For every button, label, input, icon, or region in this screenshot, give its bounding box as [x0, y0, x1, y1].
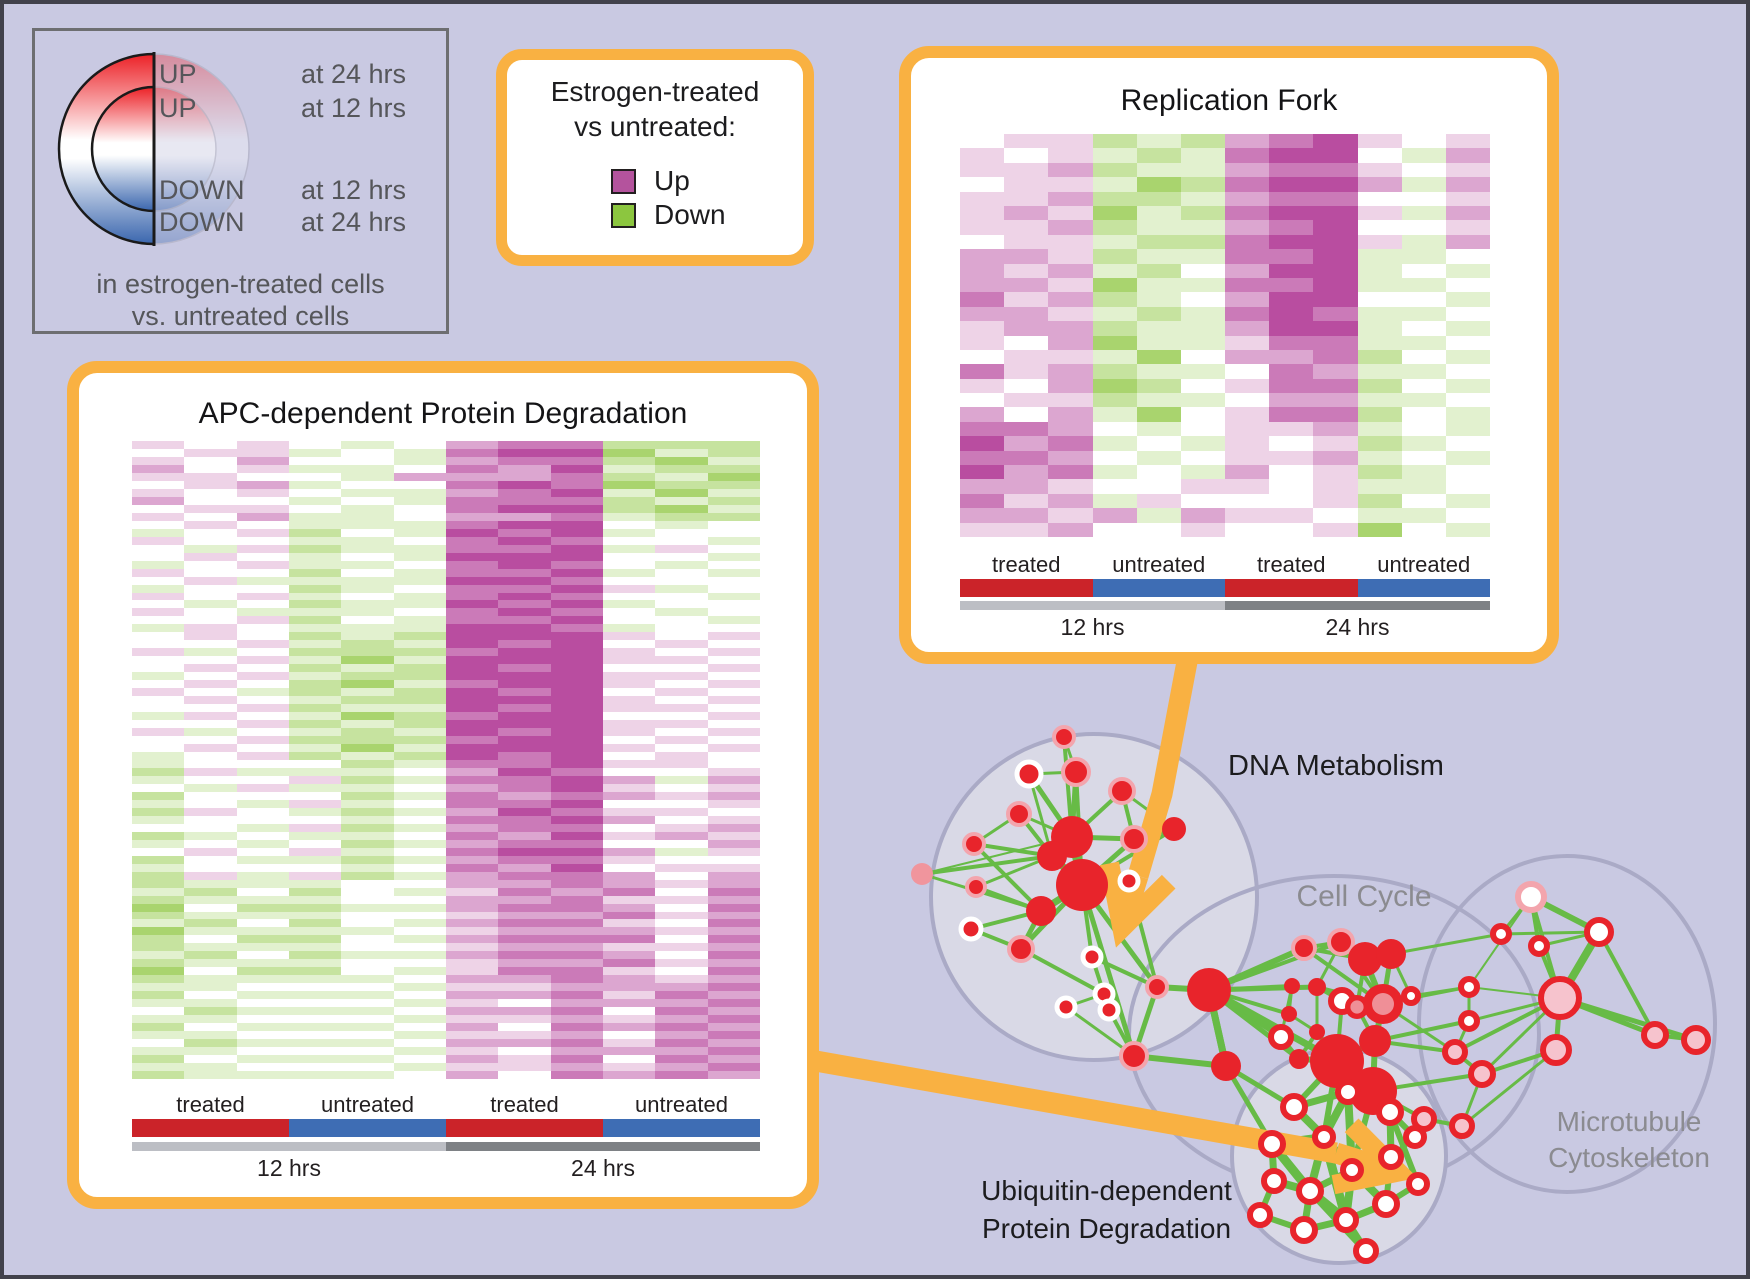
apc-treatment-bar [132, 1119, 760, 1137]
up-down-legend-title-line2: vs untreated: [574, 111, 736, 142]
label-cell-cycle: Cell Cycle [1296, 880, 1432, 913]
up-swatch [611, 168, 636, 194]
label-microtubule-cytoskeleton: Microtubule Cytoskeleton [1514, 1104, 1744, 1176]
legend-down-12-dir: DOWN [159, 175, 245, 205]
legend-up-12-dir: UP [159, 93, 197, 123]
legend-down-24-time: at 24 hrs [300, 207, 406, 237]
ring-gradient-icon [57, 52, 250, 246]
legend-up-12-time: at 12 hrs [300, 93, 406, 123]
legend-caption-line1: in estrogen-treated cells [96, 269, 385, 299]
replication-fork-title: Replication Fork [1120, 84, 1338, 117]
down-label: Down [654, 199, 726, 230]
rf-time-labels: 12 hrs 24 hrs [1060, 614, 1390, 640]
label-dna-metabolism: DNA Metabolism [1228, 750, 1444, 782]
down-swatch [611, 202, 636, 228]
up-label: Up [654, 165, 690, 196]
rf-treatment-bar [960, 579, 1490, 597]
legend-down-24-dir: DOWN [159, 207, 245, 237]
up-down-legend-title: Estrogen-treated vs untreated: [507, 74, 803, 144]
legend-down-12-time: at 12 hrs [300, 175, 406, 205]
label-microtubule-line2: Cytoskeleton [1548, 1142, 1710, 1173]
up-down-legend-title-line1: Estrogen-treated [550, 76, 760, 107]
rf-group-labels: treated untreated treated untreated [992, 552, 1471, 577]
apc-time-labels: 12 hrs 24 hrs [257, 1155, 635, 1181]
apc-degradation-heatmap [132, 441, 760, 1079]
legend-up-row: Up [611, 165, 690, 196]
legend-caption-line2: vs. untreated cells [131, 301, 350, 331]
label-ubiquitin-line2: Protein Degradation [981, 1213, 1232, 1244]
replication-fork-panel: Replication Fork treated untreated treated… [899, 46, 1559, 664]
rf-time-bar [960, 601, 1490, 610]
apc-time-bar [132, 1142, 760, 1151]
ring-color-legend: UP at 24 hrs UP at 12 hrs DOWN at 12 hrs… [32, 28, 449, 334]
replication-fork-heatmap [960, 134, 1490, 537]
legend-up-24-time: at 24 hrs [300, 59, 406, 89]
label-microtubule-line1: Microtubule [1556, 1106, 1702, 1137]
legend-up-24-dir: UP [159, 59, 197, 89]
label-ubiquitin-degradation: Ubiquitin-dependent Protein Degradation [954, 1172, 1259, 1248]
network-graph [808, 644, 1717, 1265]
apc-group-labels: treated untreated treated untreated [176, 1092, 728, 1117]
up-down-legend: Estrogen-treated vs untreated: Up Down [496, 49, 814, 266]
legend-down-row: Down [611, 199, 726, 230]
apc-degradation-title: APC-dependent Protein Degradation [198, 397, 688, 430]
apc-degradation-panel: APC-dependent Protein Degradation treate… [67, 361, 819, 1209]
label-ubiquitin-line1: Ubiquitin-dependent [981, 1175, 1232, 1206]
